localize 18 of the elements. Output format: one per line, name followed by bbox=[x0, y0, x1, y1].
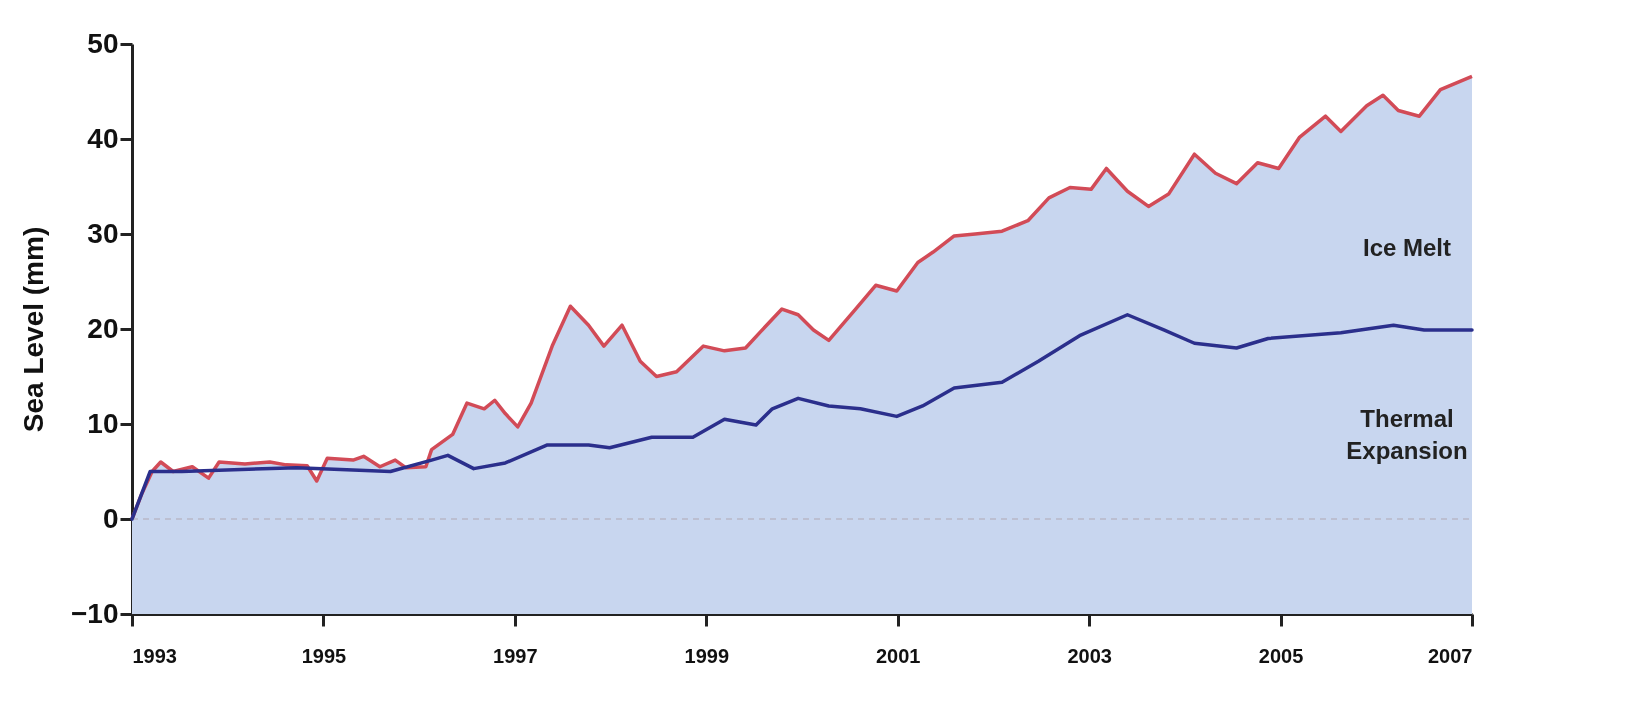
y-tick-label: 30 bbox=[87, 217, 119, 249]
y-axis-title: Sea Level (mm) bbox=[18, 226, 49, 433]
y-tick-label: 50 bbox=[87, 27, 119, 59]
x-tick-label: 2005 bbox=[1258, 644, 1304, 667]
annotation: Ice Melt bbox=[1362, 234, 1452, 262]
x-tick-label: 1999 bbox=[684, 644, 730, 667]
annotation: Thermal Expansion bbox=[1346, 405, 1468, 465]
x-tick-label: 2001 bbox=[875, 644, 921, 667]
y-tick-label: −10 bbox=[71, 597, 119, 629]
x-tick-label: 1997 bbox=[493, 644, 538, 667]
y-tick-label: 0 bbox=[102, 502, 119, 534]
y-tick-label: 10 bbox=[87, 407, 119, 439]
x-tick-label: 1993 bbox=[132, 644, 177, 667]
y-tick-label: 40 bbox=[87, 122, 119, 154]
y-tick-label: 20 bbox=[87, 312, 119, 344]
x-tick-label: 2003 bbox=[1067, 644, 1112, 667]
x-tick-label: 2007 bbox=[1428, 644, 1473, 667]
x-tick-label: 1995 bbox=[301, 644, 347, 667]
